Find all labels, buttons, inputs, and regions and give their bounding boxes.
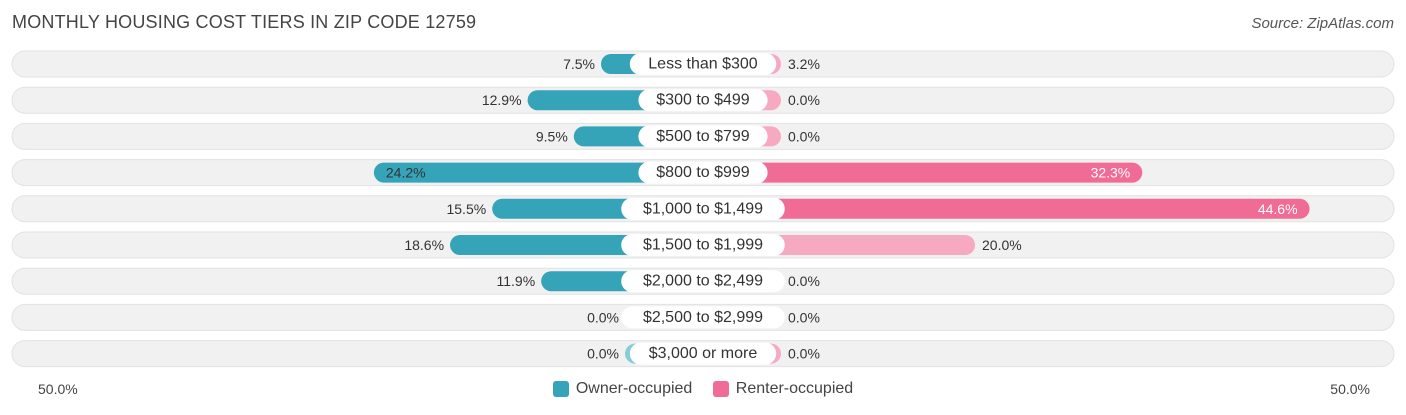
data-label-renter: 44.6%	[1258, 201, 1298, 217]
category-label: $800 to $999	[656, 164, 750, 181]
category-pill	[638, 125, 768, 148]
category-label: $1,000 to $1,499	[643, 200, 763, 217]
category-pill	[621, 234, 785, 256]
data-label-owner: 18.6%	[404, 237, 444, 253]
data-label-owner: 24.2%	[386, 165, 426, 181]
bar-owner	[373, 162, 703, 183]
data-label-renter: 0.0%	[788, 309, 820, 325]
category-label: $300 to $499	[656, 92, 750, 109]
legend-item-renter: Renter-occupied	[712, 380, 854, 398]
legend-swatch-renter	[712, 381, 729, 397]
data-label-renter: 0.0%	[788, 346, 820, 362]
category-label: $500 to $799	[656, 128, 750, 145]
data-label-owner: 11.9%	[496, 273, 535, 289]
category-pill	[621, 306, 785, 329]
category-label: Less than $300	[648, 56, 758, 73]
chart-title: MONTHLY HOUSING COST TIERS IN ZIP CODE 1…	[12, 12, 477, 32]
data-label-renter: 20.0%	[982, 237, 1022, 253]
data-label-renter: 0.0%	[788, 273, 820, 289]
category-pill	[621, 197, 785, 220]
data-label-renter: 0.0%	[788, 128, 820, 144]
data-label-renter: 0.0%	[788, 92, 820, 108]
diverging-bar-chart: 7.5% 3.2% Less than $300 12.9% 0.0% $300 to $…	[11, 50, 1395, 368]
category-label: $1,500 to $1,999	[643, 237, 763, 254]
category-pill	[638, 161, 768, 184]
data-label-owner: 0.0%	[587, 309, 619, 325]
category-label: $2,500 to $2,999	[643, 309, 763, 326]
legend: Owner-occupied Renter-occupied	[0, 380, 1406, 402]
legend-item-owner: Owner-occupied	[552, 380, 693, 398]
category-pill	[629, 53, 777, 75]
data-label-owner: 15.5%	[446, 201, 486, 217]
data-label-owner: 9.5%	[536, 128, 568, 144]
legend-label-renter: Renter-occupied	[735, 380, 854, 397]
data-label-owner: 0.0%	[587, 346, 619, 362]
data-label-renter: 32.3%	[1091, 165, 1131, 181]
category-pill	[621, 270, 785, 293]
legend-swatch-owner	[552, 381, 569, 397]
data-label-owner: 12.9%	[482, 92, 522, 108]
axis-right-label: 50.0%	[1330, 381, 1370, 397]
category-pill	[638, 89, 768, 112]
axis-left-label: 50.0%	[38, 381, 78, 397]
bar-renter	[703, 198, 1310, 219]
data-label-owner: 7.5%	[563, 56, 595, 72]
legend-label-owner: Owner-occupied	[575, 380, 693, 397]
category-label: $3,000 or more	[649, 345, 758, 362]
category-label: $2,000 to $2,499	[643, 273, 763, 290]
bar-renter	[703, 162, 1143, 183]
data-label-renter: 3.2%	[788, 56, 820, 72]
chart-source: Source: ZipAtlas.com	[1251, 15, 1394, 32]
category-pill	[629, 342, 777, 365]
